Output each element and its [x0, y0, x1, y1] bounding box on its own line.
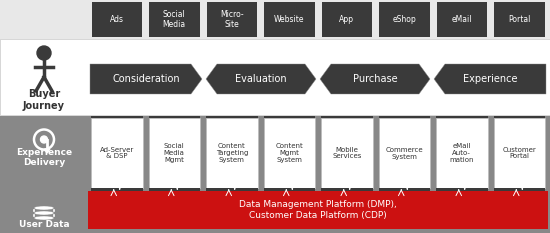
Bar — [88, 191, 548, 229]
Ellipse shape — [34, 206, 54, 210]
Text: Portal: Portal — [508, 15, 530, 24]
Ellipse shape — [34, 216, 54, 220]
Text: Mobile
Services: Mobile Services — [332, 147, 361, 160]
Bar — [91, 2, 142, 37]
Bar — [321, 188, 372, 191]
Bar — [206, 118, 257, 188]
Bar — [321, 118, 372, 188]
Bar — [148, 188, 200, 191]
Text: Content
Targeting
System: Content Targeting System — [216, 143, 248, 163]
Text: Commerce
System: Commerce System — [386, 147, 423, 160]
Bar — [493, 188, 545, 191]
Text: Purchase: Purchase — [353, 74, 397, 84]
Bar — [148, 118, 200, 188]
Bar — [206, 2, 257, 37]
Bar — [263, 188, 315, 191]
Bar — [379, 2, 430, 37]
Bar — [91, 116, 142, 118]
Text: eMail: eMail — [452, 15, 472, 24]
Bar — [321, 116, 372, 118]
Bar — [378, 188, 430, 191]
Bar — [264, 2, 315, 37]
Bar — [436, 116, 487, 118]
Text: Consideration: Consideration — [112, 74, 180, 84]
Bar — [493, 118, 545, 188]
Bar — [206, 188, 257, 191]
Text: Experience: Experience — [463, 74, 517, 84]
Bar — [378, 118, 430, 188]
Text: Social
Media
Mgmt: Social Media Mgmt — [164, 143, 185, 163]
Text: Content
Mgmt
System: Content Mgmt System — [276, 143, 303, 163]
Bar — [0, 116, 550, 233]
Bar — [206, 116, 257, 118]
Polygon shape — [320, 64, 430, 94]
Text: eShop: eShop — [392, 15, 416, 24]
Polygon shape — [90, 64, 202, 94]
Circle shape — [37, 46, 51, 60]
Text: Data Management Platform (DMP),
Customer Data Platform (CDP): Data Management Platform (DMP), Customer… — [239, 200, 397, 220]
Ellipse shape — [34, 211, 54, 215]
Text: Ads: Ads — [110, 15, 124, 24]
Text: Customer
Portal: Customer Portal — [502, 147, 536, 160]
Bar — [493, 116, 545, 118]
Text: Evaluation: Evaluation — [235, 74, 287, 84]
Text: App: App — [339, 15, 354, 24]
Text: Social
Media: Social Media — [163, 10, 186, 29]
Bar — [437, 2, 487, 37]
Bar — [436, 188, 487, 191]
Text: User Data: User Data — [19, 220, 69, 229]
Polygon shape — [206, 64, 316, 94]
Bar — [91, 188, 142, 191]
Circle shape — [41, 136, 47, 143]
Bar — [436, 118, 487, 188]
Bar — [494, 2, 544, 37]
Bar — [149, 2, 200, 37]
Text: Micro-
Site: Micro- Site — [220, 10, 244, 29]
Text: eMail
Auto-
mation: eMail Auto- mation — [449, 143, 474, 163]
Bar — [148, 116, 200, 118]
Bar — [0, 39, 550, 115]
Bar — [91, 118, 142, 188]
Polygon shape — [434, 64, 546, 94]
Bar — [263, 116, 315, 118]
Bar — [263, 118, 315, 188]
Bar — [322, 2, 372, 37]
Bar — [378, 116, 430, 118]
Text: Buyer
Journey: Buyer Journey — [23, 89, 65, 111]
Text: Website: Website — [274, 15, 305, 24]
Text: Ad-Server
& DSP: Ad-Server & DSP — [100, 147, 134, 160]
Text: Experience
Delivery: Experience Delivery — [16, 148, 72, 167]
